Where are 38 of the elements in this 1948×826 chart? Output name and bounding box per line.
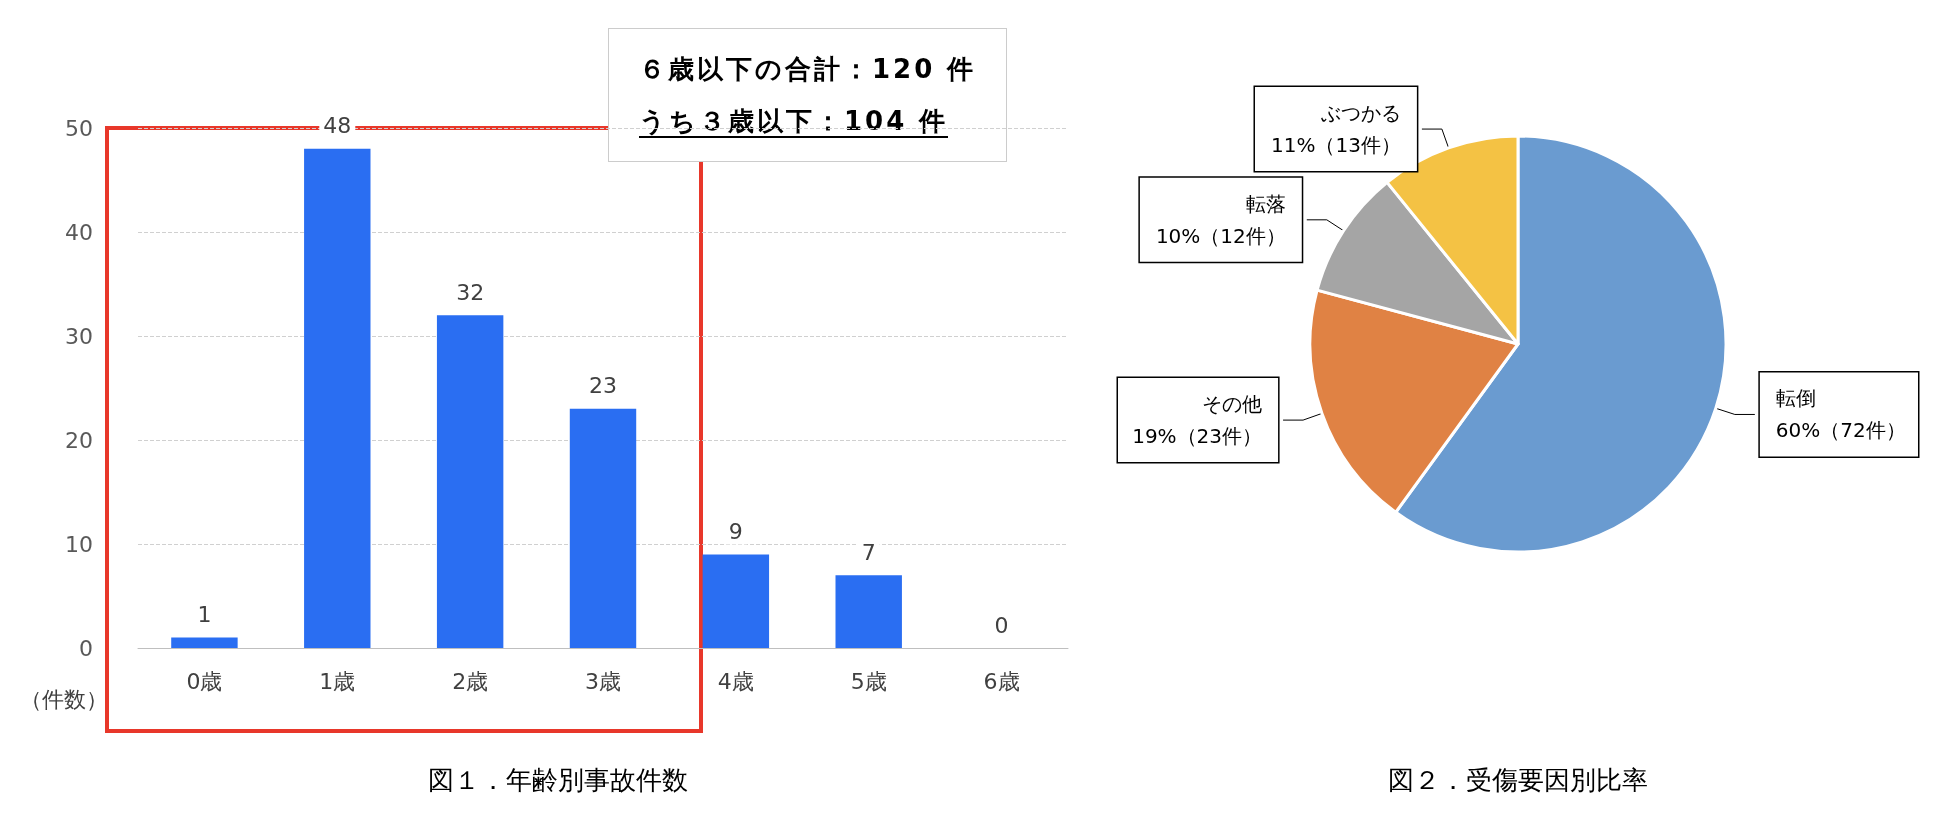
text: 図１．年齢別事故件数 <box>428 765 688 795</box>
x-tick-label: 3歳 <box>585 668 621 694</box>
slice-label: ぶつかる <box>1320 101 1401 126</box>
data-label: 48 <box>323 113 352 139</box>
y-tick-label: 0 <box>79 635 93 661</box>
bar <box>835 575 902 648</box>
bar <box>171 637 238 648</box>
data-label: 10%（12件） <box>1155 223 1286 248</box>
data-label: 32 <box>456 279 485 305</box>
y-tick-label: 30 <box>65 323 93 349</box>
data-label: 23 <box>589 373 617 399</box>
x-tick-label: 2歳 <box>452 668 489 694</box>
y-tick-label: 50 <box>65 115 93 141</box>
bar <box>436 315 504 648</box>
text: 図２．受傷要因別比率 <box>1388 765 1648 795</box>
text: ６歳以下の合計：120 件 <box>639 54 977 84</box>
data-label: 1 <box>197 602 212 628</box>
y-tick-label: 40 <box>65 219 93 245</box>
bar <box>702 554 770 648</box>
slice-label: 転倒 <box>1775 386 1816 411</box>
bar <box>569 408 637 648</box>
data-label: 0 <box>994 612 1009 638</box>
slice-label: その他 <box>1202 392 1263 417</box>
y-axis-title: （件数） <box>20 686 108 712</box>
data-label: 9 <box>728 518 743 544</box>
y-tick-label: 10 <box>65 531 93 557</box>
data-label: 11%（13件） <box>1270 133 1401 158</box>
x-tick-label: 5歳 <box>850 668 887 694</box>
x-tick-label: 0歳 <box>186 668 223 694</box>
slice-label: 転落 <box>1245 191 1286 216</box>
x-tick-label: 6歳 <box>983 668 1020 694</box>
data-label: 60%（72件） <box>1775 418 1906 443</box>
data-label: 19%（23件） <box>1132 424 1263 449</box>
data-label: 7 <box>861 539 876 565</box>
bar <box>304 148 371 648</box>
x-tick-label: 1歳 <box>319 668 356 694</box>
y-tick-label: 20 <box>65 427 93 453</box>
x-tick-label: 4歳 <box>717 668 754 694</box>
